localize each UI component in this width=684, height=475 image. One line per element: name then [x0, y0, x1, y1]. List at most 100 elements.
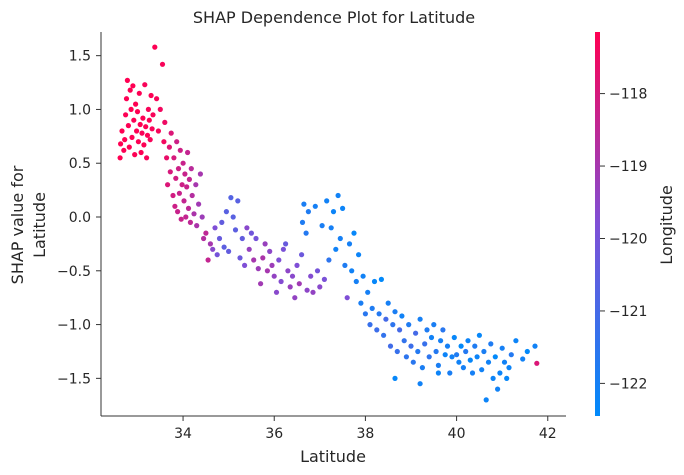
- data-point: [146, 117, 152, 123]
- data-point: [310, 289, 316, 295]
- data-point: [342, 262, 348, 268]
- data-point: [440, 327, 446, 333]
- data-point: [199, 214, 205, 220]
- scatter-points: [117, 44, 540, 403]
- data-point: [435, 370, 441, 376]
- data-point: [219, 219, 225, 225]
- data-point: [534, 360, 540, 366]
- data-point: [223, 209, 229, 215]
- data-point: [237, 255, 243, 261]
- x-tick-label: 34: [174, 426, 192, 442]
- data-point: [285, 268, 291, 274]
- data-point: [394, 348, 400, 355]
- data-point: [292, 295, 298, 301]
- data-point: [449, 354, 455, 360]
- data-point: [122, 137, 128, 143]
- data-point: [472, 343, 478, 349]
- data-point: [165, 182, 171, 188]
- data-point: [367, 322, 373, 328]
- data-point: [340, 205, 346, 211]
- data-point: [495, 386, 501, 392]
- data-point: [485, 359, 492, 365]
- data-point: [269, 262, 275, 268]
- data-point: [179, 182, 185, 188]
- data-point: [501, 359, 508, 365]
- data-point: [164, 155, 170, 161]
- data-point: [346, 241, 353, 247]
- data-point: [508, 352, 514, 358]
- data-point: [497, 370, 503, 376]
- colorbar-label: Longitude: [657, 185, 676, 265]
- data-point: [308, 273, 314, 279]
- data-point: [488, 341, 494, 347]
- data-point: [467, 357, 473, 363]
- data-point: [520, 356, 526, 362]
- data-point: [119, 128, 125, 134]
- data-point: [207, 241, 213, 247]
- data-point: [312, 203, 318, 209]
- y-tick-label: 0.5: [69, 156, 91, 172]
- data-point: [483, 397, 489, 403]
- data-point: [524, 348, 530, 355]
- data-point: [167, 169, 173, 175]
- data-point: [186, 176, 192, 182]
- data-point: [360, 273, 366, 279]
- data-point: [162, 119, 168, 125]
- data-point: [232, 227, 239, 233]
- x-axis-label: Latitude: [300, 447, 366, 466]
- data-point: [260, 255, 266, 261]
- data-point: [333, 246, 339, 252]
- data-point: [118, 141, 124, 147]
- data-point: [335, 192, 341, 199]
- data-point: [170, 192, 176, 199]
- data-point: [324, 198, 330, 204]
- data-point: [417, 381, 423, 387]
- data-point: [374, 327, 380, 333]
- data-point: [172, 203, 178, 209]
- data-point: [187, 219, 193, 225]
- data-point: [230, 214, 236, 220]
- data-point: [301, 201, 307, 207]
- data-point: [176, 190, 182, 196]
- data-point: [417, 316, 423, 322]
- data-point: [532, 343, 538, 349]
- data-point: [188, 166, 194, 172]
- data-point: [351, 230, 357, 236]
- data-point: [513, 338, 519, 344]
- data-point: [397, 327, 403, 333]
- data-point: [182, 171, 188, 177]
- data-point: [403, 354, 409, 360]
- data-point: [150, 112, 156, 118]
- y-axis-ticks: 1.5 1.0 0.5 0.0 −0.5 −1.0 −1.5: [57, 49, 101, 387]
- data-point: [251, 257, 257, 263]
- data-point: [178, 216, 184, 222]
- data-point: [177, 147, 183, 153]
- data-point: [126, 144, 132, 150]
- y-tick-label: −1.0: [57, 318, 91, 334]
- data-point: [174, 139, 180, 145]
- data-point: [185, 205, 192, 211]
- data-point: [330, 209, 337, 215]
- data-point: [147, 137, 153, 143]
- data-point: [383, 316, 389, 322]
- data-point: [504, 375, 510, 381]
- data-point: [175, 166, 182, 172]
- colorbar-ticks: −118 −119 −120 −121 −122: [600, 87, 647, 392]
- data-point: [451, 334, 457, 341]
- data-point: [171, 155, 177, 161]
- data-point: [463, 348, 469, 355]
- data-point: [258, 281, 264, 287]
- data-point: [183, 214, 189, 220]
- data-point: [205, 257, 211, 263]
- data-point: [181, 198, 187, 204]
- data-point: [438, 338, 444, 344]
- data-point: [226, 248, 232, 254]
- data-point: [387, 343, 394, 349]
- data-point: [358, 300, 364, 306]
- data-point: [304, 287, 310, 293]
- data-point: [228, 195, 234, 201]
- data-point: [193, 182, 199, 188]
- data-point: [264, 268, 270, 274]
- data-point: [276, 257, 282, 263]
- data-point: [139, 130, 145, 136]
